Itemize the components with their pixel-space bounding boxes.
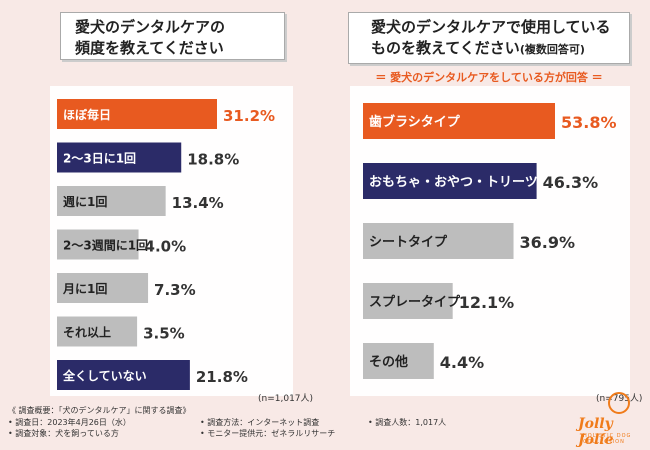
footer-count: • 調査人数：1,017人	[368, 418, 447, 427]
value-label-1: 46.3%	[543, 173, 599, 192]
footer-method: • 調査方法：インターネット調査	[200, 418, 320, 427]
left-title-line1: 愛犬のデンタルケアの	[75, 18, 226, 36]
right-title-note: (複数回答可)	[519, 43, 585, 56]
category-label-0: 歯ブラシタイプ	[369, 114, 461, 130]
category-label-6: 全くしていない	[62, 368, 147, 383]
bar-4	[363, 343, 434, 379]
left-sample-size: (n=1,017人)	[258, 394, 314, 404]
footer-overview: 《 調査概要：「犬のデンタルケア」に関する調査》	[8, 406, 191, 415]
value-label-1: 18.8%	[187, 151, 239, 169]
bar-4	[57, 273, 149, 303]
bar-2	[57, 186, 166, 216]
brand-tagline: HOLISTIC DOG COLLECTION	[583, 433, 632, 445]
value-label-6: 21.8%	[196, 368, 248, 386]
value-label-0: 53.8%	[561, 113, 617, 132]
bar-5	[57, 316, 138, 347]
right-title-line2: ものを教えてください	[371, 39, 520, 57]
value-label-0: 31.2%	[223, 107, 275, 125]
footer-target: • 調査対象：犬を飼っている方	[8, 429, 119, 438]
category-label-4: 月に1回	[62, 282, 107, 296]
value-label-2: 13.4%	[172, 194, 224, 212]
bar-3	[363, 283, 453, 319]
bar-0	[363, 103, 555, 139]
footer-date: • 調査日：2023年4月26日（水）	[8, 418, 131, 427]
brand-logo: Jolly Jolie	[578, 416, 614, 448]
category-label-5: それ以上	[63, 325, 111, 340]
bar-3	[57, 229, 139, 260]
bar-1	[363, 163, 537, 199]
value-label-4: 7.3%	[154, 281, 196, 299]
category-label-1: 2〜3日に1回	[63, 152, 136, 166]
category-label-1: おもちゃ・おやつ・トリーツ	[369, 175, 538, 190]
left-title-line2: 頻度を教えてください	[75, 39, 224, 57]
bar-2	[363, 223, 514, 259]
category-label-2: 週に1回	[63, 194, 107, 209]
dog-logo-icon	[608, 392, 630, 414]
bar-0	[57, 99, 217, 129]
value-label-3: 12.1%	[459, 293, 515, 312]
category-label-4: その他	[369, 354, 408, 370]
value-label-2: 36.9%	[520, 233, 576, 252]
category-label-3: 2〜3週間に1回	[63, 238, 148, 253]
value-label-4: 4.4%	[440, 353, 484, 372]
value-label-5: 3.5%	[143, 325, 185, 343]
bar-6	[57, 360, 190, 390]
right-chart-subtitle: ＝ 愛犬のデンタルケアをしている方が回答 ＝	[375, 71, 603, 84]
bar-1	[57, 142, 182, 173]
left-chart-title: 愛犬のデンタルケアの 頻度を教えてください	[60, 12, 285, 60]
right-title-line1: 愛犬のデンタルケアで使用している	[371, 18, 611, 36]
category-label-3: スプレータイプ	[369, 295, 461, 310]
footer-provider: • モニター提供元：ゼネラルリサーチ	[200, 429, 336, 438]
category-label-0: ほぼ毎日	[63, 107, 111, 122]
category-label-2: シートタイプ	[369, 235, 448, 250]
right-chart-title: 愛犬のデンタルケアで使用している ものを教えてください(複数回答可)	[348, 12, 630, 64]
value-label-3: 4.0%	[145, 238, 187, 256]
